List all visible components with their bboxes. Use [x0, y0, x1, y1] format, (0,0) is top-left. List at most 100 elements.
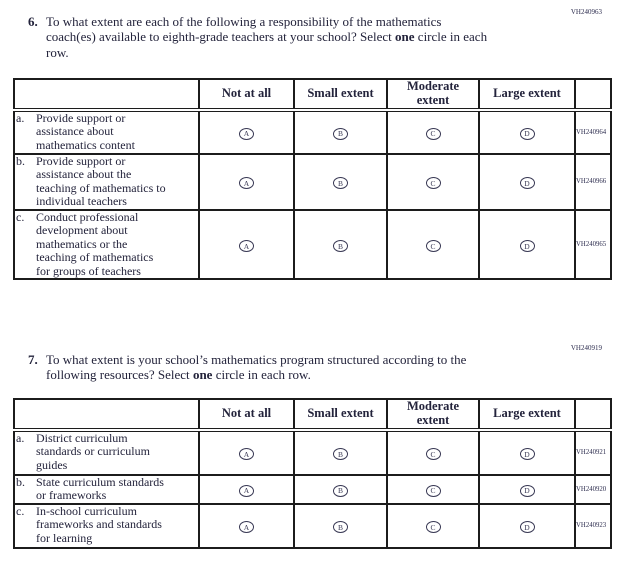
question7: 7. To what extent is your school’s mathe… [28, 352, 558, 383]
column-header-moderate-extent: Moderate extent [386, 398, 480, 432]
table-row: a. District curriculum standards or curri… [13, 428, 612, 476]
option-cell-moderate-extent: C [386, 473, 480, 505]
row-letter: a. [16, 430, 25, 445]
answer-circle-c[interactable]: C [425, 521, 441, 534]
header-empty-stub [13, 78, 200, 112]
answer-circle-c[interactable]: C [425, 177, 441, 190]
row-vh-code: VH240921 [574, 428, 612, 476]
row-label: Provide support or assistance about the … [36, 153, 166, 209]
answer-circle-b[interactable]: B [333, 521, 348, 534]
answer-circle-a[interactable]: A [239, 521, 254, 534]
answer-circle-b[interactable]: B [333, 127, 348, 140]
question6-text: To what extent are each of the following… [46, 14, 558, 60]
option-cell-not-at-all: A [198, 208, 295, 281]
row-label: State curriculum standards or frameworks [36, 474, 164, 503]
answer-circle-a[interactable]: A [239, 484, 254, 497]
question7-text-pre: To what extent is your school’s mathemat… [46, 352, 467, 383]
option-cell-small-extent: B [293, 473, 388, 505]
question6-number: 6. [28, 14, 38, 29]
row-label: District curriculum standards or curricu… [36, 430, 150, 472]
row-label: Provide support or assistance about math… [36, 110, 135, 152]
option-cell-small-extent: B [293, 152, 388, 211]
table-row: a. Provide support or assistance about ma… [13, 108, 612, 155]
option-cell-not-at-all: A [198, 473, 295, 505]
column-header-not-at-all: Not at all [198, 398, 295, 432]
option-cell-large-extent: D [478, 152, 576, 211]
header-row: Not at all Small extent Moderate extent … [13, 78, 612, 112]
question7-vh-code: VH240919 [570, 344, 602, 352]
table-row: c. Conduct professional development about… [13, 208, 612, 281]
answer-circle-d[interactable]: D [519, 521, 535, 534]
answer-circle-b[interactable]: B [333, 484, 348, 497]
option-cell-large-extent: D [478, 428, 576, 476]
option-cell-moderate-extent: C [386, 108, 480, 155]
answer-circle-d[interactable]: D [519, 448, 535, 461]
row-label: Conduct professional development about m… [36, 209, 154, 278]
row-vh-code: VH240966 [574, 152, 612, 211]
option-cell-not-at-all: A [198, 428, 295, 476]
answer-circle-c[interactable]: C [425, 127, 441, 140]
row-letter: a. [16, 110, 25, 125]
answer-circle-c[interactable]: C [425, 240, 441, 253]
option-cell-large-extent: D [478, 502, 576, 549]
question7-text-bold: one [192, 367, 213, 383]
question7-response-table: Not at all Small extent Moderate extent … [13, 398, 612, 549]
option-cell-moderate-extent: C [386, 428, 480, 476]
option-cell-moderate-extent: C [386, 502, 480, 549]
question6-text-post: circle in each row. [46, 29, 488, 60]
answer-circle-b[interactable]: B [333, 448, 348, 461]
row-letter: c. [16, 209, 25, 224]
option-cell-large-extent: D [478, 208, 576, 281]
answer-circle-b[interactable]: B [333, 240, 348, 253]
row-label-cell: b. State curriculum standards or framewor… [13, 473, 200, 505]
row-label-cell: b. Provide support or assistance about th… [13, 152, 200, 211]
answer-circle-c[interactable]: C [425, 484, 441, 497]
header-row: Not at all Small extent Moderate extent … [13, 398, 612, 432]
option-cell-small-extent: B [293, 428, 388, 476]
option-cell-small-extent: B [293, 108, 388, 155]
table-row: b. State curriculum standards or framewor… [13, 473, 612, 505]
answer-circle-a[interactable]: A [239, 127, 254, 140]
row-letter: c. [16, 503, 25, 518]
row-label-cell: a. Provide support or assistance about ma… [13, 108, 200, 155]
row-label-cell: c. Conduct professional development about… [13, 208, 200, 281]
column-header-not-at-all: Not at all [198, 78, 295, 112]
answer-circle-a[interactable]: A [239, 177, 254, 190]
row-letter: b. [16, 474, 25, 489]
column-header-large-extent: Large extent [478, 398, 576, 432]
option-cell-moderate-extent: C [386, 152, 480, 211]
question7-text-post: circle in each row. [212, 367, 311, 383]
header-empty-code [574, 398, 612, 432]
question7-text: To what extent is your school’s mathemat… [46, 352, 558, 383]
header-empty-stub [13, 398, 200, 432]
table-row: b. Provide support or assistance about th… [13, 152, 612, 211]
answer-circle-d[interactable]: D [519, 240, 535, 253]
column-header-large-extent: Large extent [478, 78, 576, 112]
answer-circle-a[interactable]: A [239, 240, 254, 253]
question6-text-bold: one [395, 29, 415, 45]
answer-circle-d[interactable]: D [519, 484, 535, 497]
answer-circle-a[interactable]: A [239, 448, 254, 461]
question6: 6. To what extent are each of the follow… [28, 14, 558, 60]
answer-circle-c[interactable]: C [425, 448, 441, 461]
question6-text-pre: To what extent are each of the following… [46, 14, 442, 45]
answer-circle-d[interactable]: D [519, 177, 535, 190]
row-vh-code: VH240923 [574, 502, 612, 549]
question7-number: 7. [28, 352, 38, 367]
answer-circle-b[interactable]: B [333, 177, 348, 190]
question6-response-table: Not at all Small extent Moderate extent … [13, 78, 612, 281]
row-vh-code: VH240920 [574, 473, 612, 505]
row-vh-code: VH240965 [574, 208, 612, 281]
question6-vh-code: VH240963 [570, 8, 602, 16]
option-cell-not-at-all: A [198, 502, 295, 549]
answer-circle-d[interactable]: D [519, 127, 535, 140]
header-empty-code [574, 78, 612, 112]
option-cell-small-extent: B [293, 208, 388, 281]
column-header-moderate-extent: Moderate extent [386, 78, 480, 112]
option-cell-large-extent: D [478, 473, 576, 505]
option-cell-not-at-all: A [198, 152, 295, 211]
option-cell-small-extent: B [293, 502, 388, 549]
column-header-small-extent: Small extent [293, 78, 388, 112]
option-cell-large-extent: D [478, 108, 576, 155]
